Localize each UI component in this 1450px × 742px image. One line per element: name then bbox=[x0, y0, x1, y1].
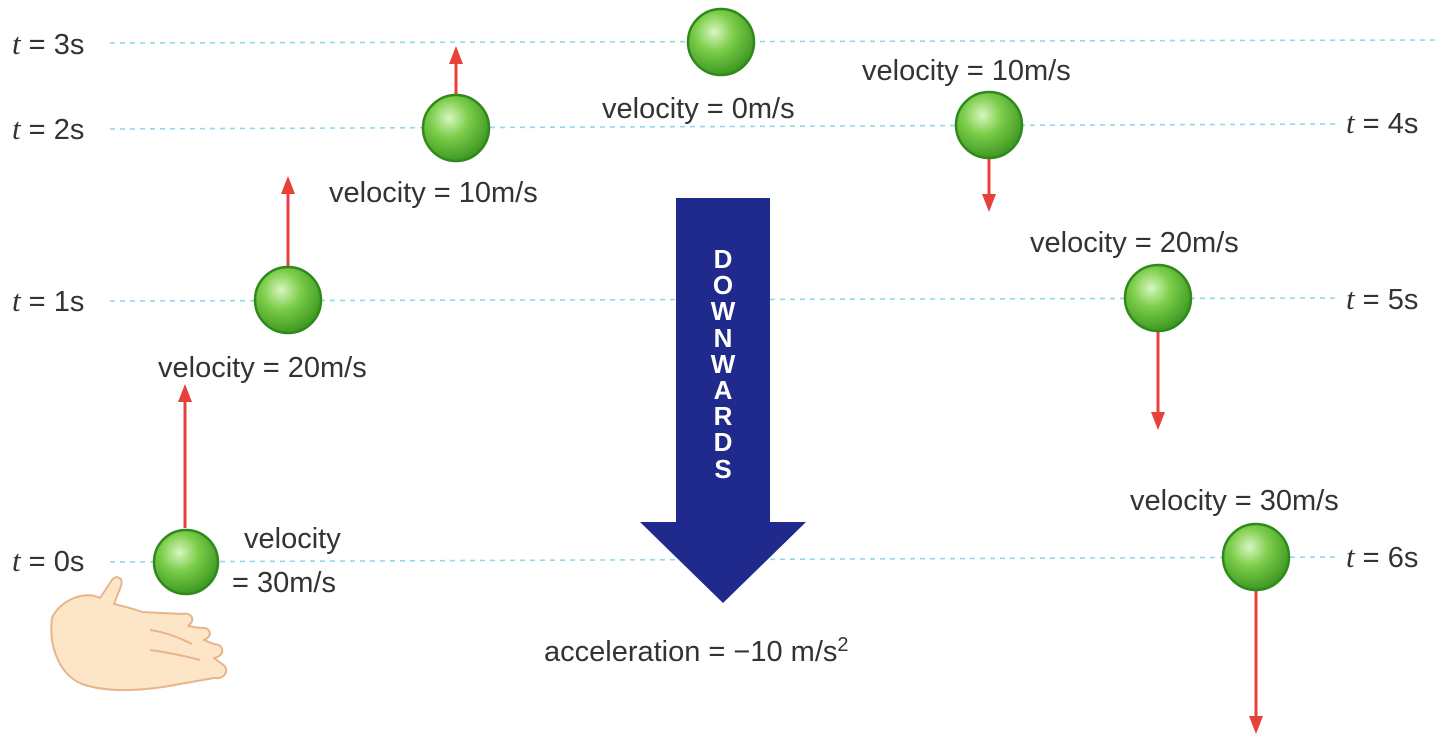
downwards-label: D O W N W A R D S bbox=[700, 246, 746, 482]
velocity-label-t3: velocity = 0m/s bbox=[602, 93, 795, 125]
ball-icon-t6 bbox=[1221, 522, 1291, 592]
ball-icon-t1 bbox=[253, 265, 323, 335]
downwards-letter: A bbox=[713, 375, 733, 406]
downwards-letter: S bbox=[714, 453, 732, 484]
downwards-letter: O bbox=[712, 270, 734, 301]
ball-icon-t4 bbox=[954, 90, 1024, 160]
acceleration-label: acceleration = −10 m/s2 bbox=[544, 634, 849, 668]
downwards-letter: R bbox=[713, 401, 733, 432]
ball-icon-t5 bbox=[1123, 263, 1193, 333]
time-label-t0: t = 0s bbox=[12, 543, 85, 579]
velocity-arrow-t0 bbox=[178, 384, 192, 528]
velocity-arrow-t5 bbox=[1151, 330, 1165, 430]
time-label-t1: t = 1s bbox=[12, 283, 85, 319]
ball-icon-t0 bbox=[152, 528, 220, 596]
guide-line-t3 bbox=[109, 39, 1441, 44]
time-label-t4: t = 4s bbox=[1346, 105, 1419, 141]
velocity-label-t4: velocity = 10m/s bbox=[862, 55, 1071, 87]
time-label-t2: t = 2s bbox=[12, 111, 85, 147]
downwards-letter: D bbox=[713, 427, 733, 458]
velocity-label-t0-line2: = 30m/s bbox=[232, 567, 336, 599]
velocity-label-t5: velocity = 20m/s bbox=[1030, 227, 1239, 259]
time-label-t5: t = 5s bbox=[1346, 281, 1419, 317]
downwards-letter: W bbox=[710, 296, 736, 327]
velocity-label-t2: velocity = 10m/s bbox=[329, 177, 538, 209]
down-arrow-icon bbox=[640, 198, 806, 603]
ball-icon-t3 bbox=[686, 7, 756, 77]
velocity-label-t0-line1: velocity bbox=[244, 523, 341, 555]
velocity-arrow-t2 bbox=[449, 46, 463, 96]
velocity-label-t1: velocity = 20m/s bbox=[158, 352, 367, 384]
time-label-t6: t = 6s bbox=[1346, 539, 1419, 575]
velocity-arrow-t6 bbox=[1249, 590, 1263, 734]
velocity-arrow-t4 bbox=[982, 158, 996, 212]
downwards-letter: W bbox=[710, 348, 736, 379]
hand-icon bbox=[50, 576, 228, 692]
velocity-arrow-t1 bbox=[281, 176, 295, 268]
time-label-t3: t = 3s bbox=[12, 26, 85, 62]
downwards-letter: D bbox=[713, 244, 733, 274]
ball-icon-t2 bbox=[421, 93, 491, 163]
downwards-letter: N bbox=[713, 322, 733, 353]
velocity-label-t6: velocity = 30m/s bbox=[1130, 485, 1339, 517]
